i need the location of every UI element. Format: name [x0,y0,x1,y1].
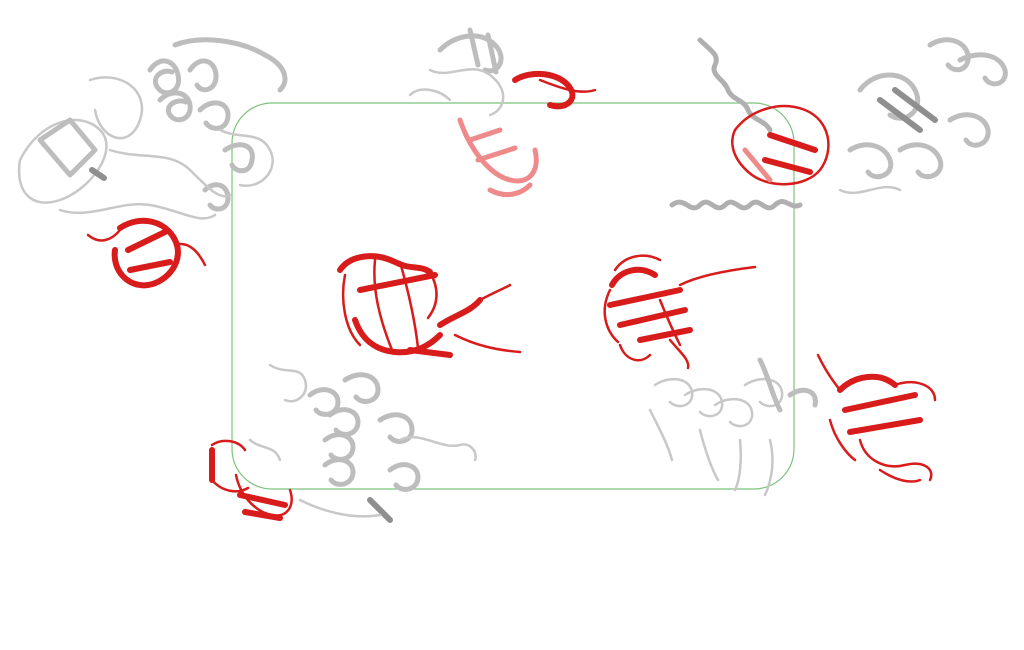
center-left-domain [337,253,522,358]
top-left-structure [17,37,288,289]
top-center-structure [408,27,597,198]
top-right-structure [669,37,1008,211]
bottom-left-structure [209,363,477,523]
center-right-domain [603,254,757,370]
bottom-right-structure [648,353,937,497]
frame-box [231,102,795,490]
